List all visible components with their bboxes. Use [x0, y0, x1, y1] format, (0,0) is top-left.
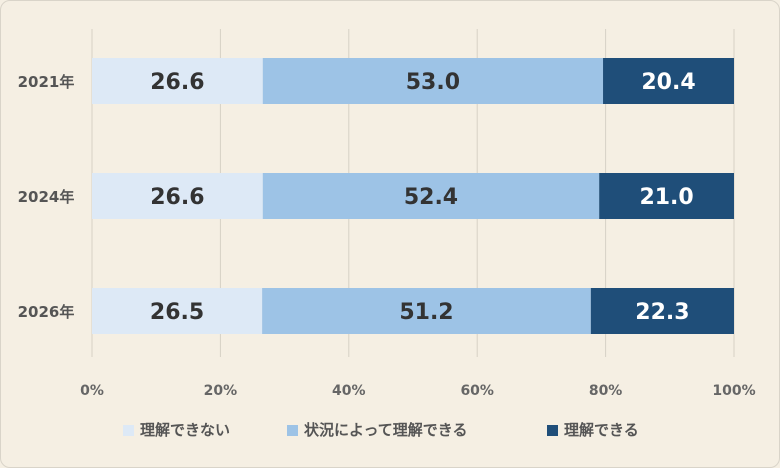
bar-segment	[262, 58, 604, 104]
bar-segment	[262, 288, 591, 334]
data-label: 52.4	[404, 185, 458, 210]
y-category-label: 2026年	[18, 303, 75, 321]
data-label: 26.6	[150, 70, 204, 95]
x-tick-label: 60%	[460, 383, 494, 399]
data-label: 22.3	[635, 300, 689, 325]
x-tick-label: 80%	[589, 383, 623, 399]
bar-segment	[92, 288, 263, 334]
bar-segment	[262, 173, 600, 219]
y-category-label: 2021年	[18, 73, 75, 91]
data-labels: 26.6 53.0 20.4 26.6 52.4 21.0 26.5 51.2 22.3	[150, 70, 696, 325]
y-axis-categories: 2021年 2024年 2026年	[18, 73, 75, 321]
legend-label: 理解できない	[140, 421, 230, 439]
data-label: 53.0	[406, 70, 460, 95]
bar-segment	[603, 58, 734, 104]
x-tick-label: 0%	[80, 383, 104, 399]
data-label: 21.0	[639, 185, 693, 210]
x-tick-label: 40%	[332, 383, 366, 399]
data-label: 51.2	[399, 300, 453, 325]
data-label: 20.4	[641, 70, 695, 95]
legend: 理解できない 状況によって理解できる 理解できる	[123, 421, 639, 439]
bars	[92, 58, 734, 334]
legend-label: 状況によって理解できる	[304, 421, 468, 439]
bar-segment	[92, 173, 263, 219]
x-axis-ticks: 0% 20% 40% 60% 80% 100%	[80, 383, 756, 399]
legend-swatch	[547, 425, 558, 436]
data-label: 26.5	[150, 300, 204, 325]
y-category-label: 2024年	[18, 188, 75, 206]
legend-label: 理解できる	[564, 421, 639, 439]
bar-segment	[92, 58, 263, 104]
legend-swatch	[123, 425, 134, 436]
data-label: 26.6	[150, 185, 204, 210]
bar-segment	[590, 288, 734, 334]
x-tick-label: 100%	[712, 383, 755, 399]
x-tick-label: 20%	[204, 383, 238, 399]
bar-segment	[599, 173, 734, 219]
legend-swatch	[287, 425, 298, 436]
